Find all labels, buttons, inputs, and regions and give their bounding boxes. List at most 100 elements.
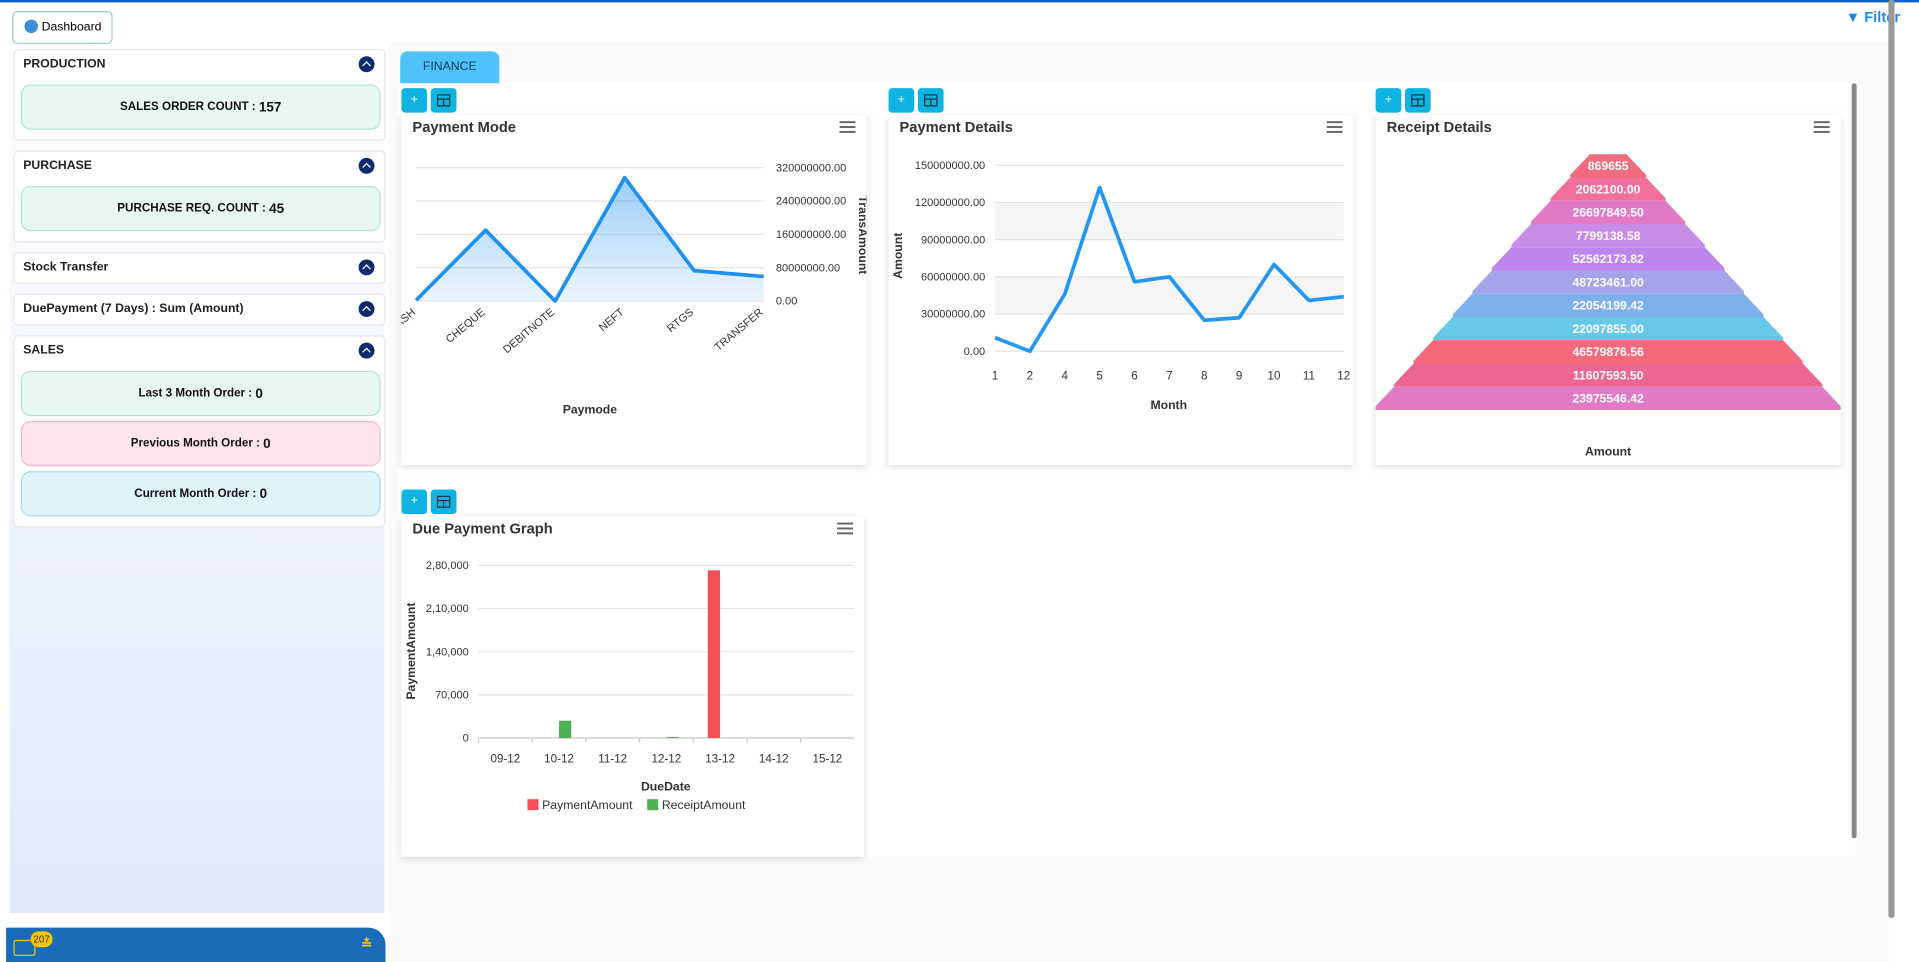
- section-title: SALES: [23, 343, 65, 358]
- chart-card: Receipt Details 869655 2062100.00 26697849.…: [1374, 115, 1842, 466]
- badge: 207: [30, 931, 53, 948]
- section-title: PRODUCTION: [23, 57, 106, 71]
- menu-icon: [837, 527, 854, 530]
- bar: [707, 570, 721, 738]
- x-tick-label: DEBITNOTE: [501, 306, 557, 356]
- funnel-segment: [1511, 223, 1705, 248]
- stat-card: SALES ORDER COUNT : 157: [20, 84, 381, 130]
- data-label: 22097855.00: [1572, 322, 1644, 336]
- data-label: 26697849.50: [1572, 206, 1644, 220]
- axis-title: DueDate: [641, 780, 691, 794]
- collapse-button[interactable]: [358, 301, 375, 317]
- dashboard-button[interactable]: Dashboard: [12, 11, 113, 45]
- data-label: 2062100.00: [1576, 182, 1641, 196]
- collapse-button[interactable]: [358, 342, 375, 359]
- x-tick-label: 11: [1303, 369, 1315, 382]
- chart-title: Due Payment Graph: [412, 522, 552, 538]
- collapse-button[interactable]: [358, 56, 375, 73]
- sidebar-section: Stock Transfer: [13, 252, 386, 284]
- bar: [559, 720, 572, 738]
- add-button[interactable]: +: [1375, 88, 1402, 113]
- collapse-button[interactable]: [358, 259, 375, 276]
- plot-band: [994, 276, 1344, 315]
- data-label: 869655: [1588, 159, 1629, 173]
- add-button[interactable]: +: [888, 88, 915, 113]
- x-tick-label: 11-12: [598, 752, 627, 765]
- axis-title: Amount: [1585, 444, 1631, 458]
- table-icon: [436, 94, 451, 107]
- table-button[interactable]: [1404, 88, 1431, 113]
- tab[interactable]: FINANCE: [400, 51, 500, 84]
- funnel-segment: [1472, 270, 1744, 294]
- data-label: 23975546.42: [1572, 392, 1644, 406]
- stat-label: Previous Month Order :: [130, 436, 264, 451]
- menu-icon: [837, 532, 854, 535]
- sidebar-section: DuePayment (7 Days) : Sum (Amount): [13, 293, 386, 326]
- table-button[interactable]: [430, 489, 457, 515]
- collapse-button[interactable]: [358, 157, 375, 174]
- x-tick-label: 12-12: [652, 752, 682, 765]
- menu-icon: [837, 522, 854, 525]
- x-tick-label: 6: [1131, 369, 1137, 382]
- line: [414, 175, 764, 303]
- x-tick-label: 5: [1096, 369, 1102, 382]
- x-tick-label: 13-12: [705, 752, 735, 765]
- chart-card: Payment Details 0.00 30000000.00 60000000.0…: [888, 115, 1354, 466]
- top-bar: [0, 0, 1919, 3]
- chart: Due Payment Graph 0 70,000 1,40,000 2,10,000…: [404, 522, 855, 812]
- add-button[interactable]: +: [401, 88, 428, 113]
- sidebar-section: PRODUCTION SALES ORDER COUNT : 157: [13, 48, 386, 141]
- page-scrollbar: [1888, 0, 1895, 918]
- table-button[interactable]: [430, 88, 457, 113]
- funnel-segment: [1374, 386, 1842, 410]
- chart-card: Due Payment Graph 0 70,000 1,40,000 2,10,000…: [401, 516, 865, 857]
- axis-title: Paymode: [563, 403, 618, 417]
- x-tick-label: 9: [1236, 369, 1242, 382]
- scrollbar: [1851, 83, 1857, 839]
- y-tick-label: 0.00: [776, 296, 797, 308]
- axis-title: Amount: [891, 233, 905, 279]
- chart-title: Payment Mode: [412, 120, 516, 136]
- section-title: PURCHASE: [23, 159, 92, 173]
- stat-value: 0: [255, 386, 263, 401]
- table-icon: [1411, 94, 1425, 107]
- funnel-segment: [1570, 154, 1647, 178]
- data-label: 7799138.58: [1576, 229, 1641, 243]
- stat-value: 0: [259, 486, 268, 502]
- data-label: 48723461.00: [1572, 275, 1644, 289]
- menu-icon: [1813, 130, 1830, 133]
- y-tick-label: 0: [463, 733, 469, 745]
- x-tick-label: TRANSFER: [712, 306, 765, 353]
- sidebar-section: PURCHASE PURCHASE REQ. COUNT : 45: [13, 150, 386, 243]
- collapse-icon[interactable]: ≛: [361, 937, 373, 953]
- stat-card: Current Month Order : 0: [20, 471, 381, 517]
- menu-icon: [839, 130, 856, 133]
- data-label: 11607593.50: [1573, 368, 1644, 382]
- mail-icon[interactable]: [13, 939, 36, 956]
- y-tick-label: 240000000.00: [776, 196, 846, 208]
- table-button[interactable]: [917, 88, 944, 113]
- x-tick-label: 1: [992, 369, 998, 382]
- data-label: 52562173.82: [1572, 252, 1644, 266]
- x-tick-label: 10-12: [544, 752, 574, 765]
- x-tick-label: 7: [1166, 369, 1172, 382]
- stat-label: Last 3 Month Order :: [138, 386, 256, 401]
- menu-icon: [1813, 121, 1830, 124]
- dashboard-label: Dashboard: [41, 20, 102, 35]
- stat-card: Last 3 Month Order : 0: [20, 370, 381, 417]
- y-tick-label: 70,000: [435, 690, 469, 702]
- x-tick-label: 12: [1337, 369, 1350, 382]
- stat-label: SALES ORDER COUNT :: [120, 100, 259, 114]
- y-tick-label: 2,10,000: [426, 603, 469, 615]
- add-button[interactable]: +: [401, 489, 428, 515]
- y-tick-label: 160000000.00: [776, 229, 846, 241]
- stat-card: PURCHASE REQ. COUNT : 45: [20, 186, 381, 232]
- axis-title: TransAmount: [856, 196, 866, 275]
- stat-card: Previous Month Order : 0: [20, 421, 381, 467]
- chart-title: Payment Details: [900, 120, 1013, 136]
- section-title: DuePayment (7 Days) : Sum (Amount): [23, 302, 244, 316]
- bottom-bar: 207 ≛: [6, 927, 386, 962]
- sidebar-section: SALES Last 3 Month Order : 0 Previous Mont…: [13, 335, 386, 528]
